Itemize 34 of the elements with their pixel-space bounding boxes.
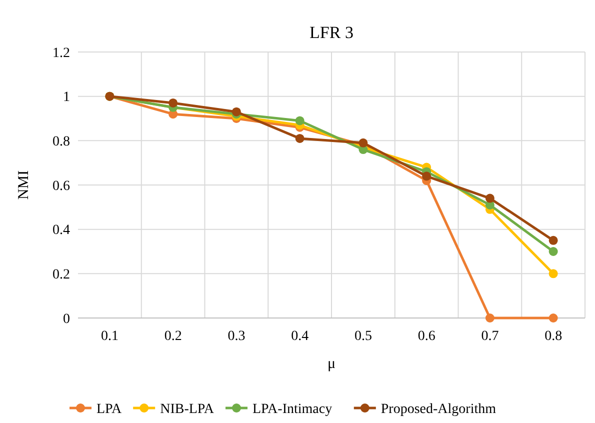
x-tick-label: 0.4 (291, 329, 309, 344)
point (548, 314, 558, 322)
point (422, 172, 432, 181)
point (485, 314, 494, 322)
chart-title: LFR 3 (310, 23, 354, 42)
point (548, 236, 558, 245)
y-tick-label: 1.2 (52, 46, 70, 61)
y-tick-label: 0.4 (52, 223, 70, 238)
x-tick-label: 0.1 (100, 329, 118, 344)
point (548, 269, 558, 278)
point (358, 138, 368, 148)
point (232, 107, 241, 116)
y-tick-label: 1 (63, 90, 70, 106)
x-axis-title: μ (327, 356, 336, 372)
y-axis-title: NMI (16, 170, 32, 200)
x-tick-label: 0.8 (544, 329, 562, 344)
y-tick-label: 0.6 (52, 178, 70, 194)
x-tick-label: 0.7 (481, 329, 499, 344)
legend-label: Proposed-Algorithm (380, 402, 496, 417)
y-tick-label: 0.2 (52, 268, 70, 283)
legend-label: NIB-LPA (160, 402, 215, 417)
x-tick-label: 0.2 (164, 329, 182, 344)
point (295, 134, 304, 143)
point (295, 116, 304, 126)
legend-label: LPA-Intimacy (252, 402, 332, 417)
point (548, 247, 558, 256)
x-tick-label: 0.5 (354, 329, 372, 344)
x-tick-label: 0.6 (418, 329, 436, 344)
point (168, 98, 178, 108)
legend-label: LPA (96, 402, 123, 417)
y-tick-label: 0 (63, 312, 70, 327)
point (485, 194, 494, 203)
y-tick-label: 0.8 (52, 134, 70, 150)
x-tick-label: 0.3 (228, 329, 246, 344)
